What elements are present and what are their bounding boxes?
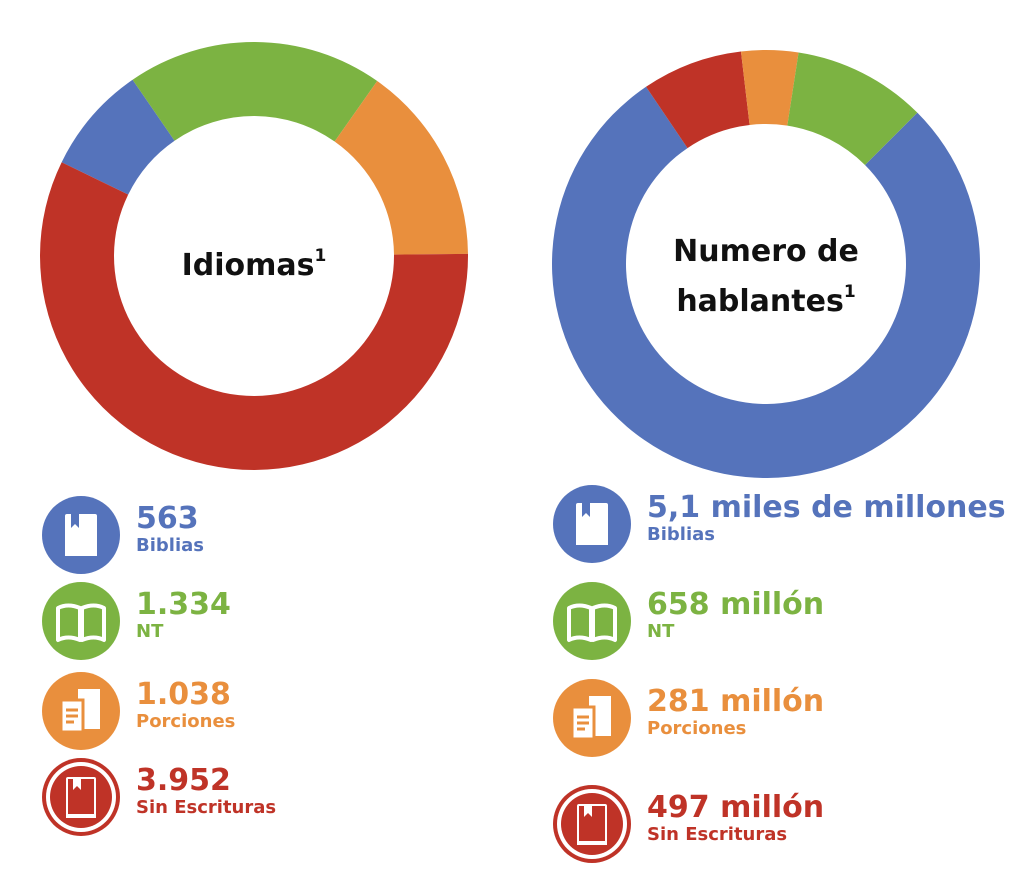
legend-label: Porciones xyxy=(647,718,747,739)
donut-slice-nt xyxy=(132,41,378,142)
donut-slice-biblias xyxy=(61,79,175,195)
languages-donut-chart xyxy=(39,41,469,470)
open-book-icon xyxy=(553,582,631,660)
legend-item-nt: 1.334 NT xyxy=(42,582,512,662)
speakers-donut-chart xyxy=(552,49,980,478)
bible-in-ring-icon xyxy=(553,785,631,863)
speakers-title-line1: Numero de xyxy=(673,234,859,269)
legend-value: 1.334 xyxy=(136,587,231,622)
speakers-title-line2-wrap: hablantes1 xyxy=(616,272,916,322)
legend-label: Biblias xyxy=(647,524,715,545)
legend-label: NT xyxy=(136,621,164,642)
languages-title-text: Idiomas xyxy=(181,248,315,283)
closed-bible-icon xyxy=(553,485,631,563)
legend-item-biblias: 5,1 miles de millones Biblias xyxy=(553,485,1019,565)
speakers-title-footnote: 1 xyxy=(843,282,856,302)
legend-label: Sin Escrituras xyxy=(136,797,277,818)
legend-item-sin-escrituras: 3.952 Sin Escrituras xyxy=(42,758,512,838)
portions-pages-icon xyxy=(42,672,120,750)
legend-item-porciones: 281 millón Porciones xyxy=(553,679,1019,759)
legend-value: 3.952 xyxy=(136,763,231,798)
legend-value: 658 millón xyxy=(647,587,825,622)
legend-label: Biblias xyxy=(136,535,204,556)
legend-value: 281 millón xyxy=(647,684,825,719)
legend-item-sin-escrituras: 497 millón Sin Escrituras xyxy=(553,785,1019,865)
donut-slice-nt xyxy=(787,52,918,166)
donut-slice-sin-escrituras xyxy=(39,162,469,470)
languages-donut-title: Idiomas1 xyxy=(104,236,404,286)
donut-slice-porciones xyxy=(740,49,799,126)
legend-label: Sin Escrituras xyxy=(647,824,788,845)
legend-item-nt: 658 millón NT xyxy=(553,582,1019,662)
portions-pages-icon xyxy=(553,679,631,757)
donut-slice-biblias xyxy=(552,86,980,478)
legend-item-biblias: 563 Biblias xyxy=(42,496,512,576)
legend-value: 563 xyxy=(136,501,199,536)
bible-in-ring-icon xyxy=(42,758,120,836)
languages-title-footnote: 1 xyxy=(314,246,327,266)
legend-label: NT xyxy=(647,621,675,642)
legend-value: 497 millón xyxy=(647,790,825,825)
speakers-donut-title: Numero de hablantes1 xyxy=(616,232,916,322)
open-book-icon xyxy=(42,582,120,660)
legend-value: 5,1 miles de millones xyxy=(647,490,1006,525)
legend-label: Porciones xyxy=(136,711,236,732)
donut-slice-sin-escrituras xyxy=(646,51,750,149)
donut-slice-porciones xyxy=(334,81,468,255)
legend-item-porciones: 1.038 Porciones xyxy=(42,672,512,752)
legend-value: 1.038 xyxy=(136,677,231,712)
closed-bible-icon xyxy=(42,496,120,574)
speakers-title-line2: hablantes xyxy=(676,284,844,319)
